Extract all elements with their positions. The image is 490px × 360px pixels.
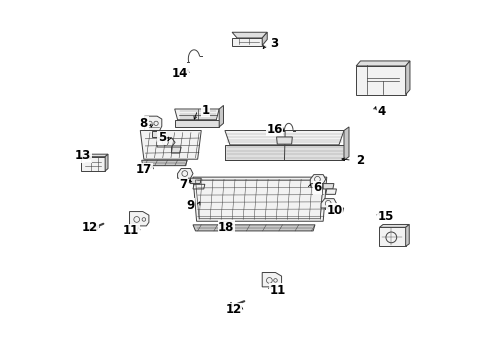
Text: 13: 13: [75, 149, 91, 162]
Polygon shape: [379, 225, 409, 227]
Polygon shape: [356, 66, 406, 95]
Polygon shape: [191, 178, 201, 184]
Polygon shape: [219, 105, 223, 127]
Polygon shape: [145, 116, 162, 131]
Text: 8: 8: [140, 117, 148, 130]
Text: 15: 15: [377, 210, 394, 223]
Text: 11: 11: [123, 224, 139, 238]
Polygon shape: [172, 147, 181, 153]
Text: 10: 10: [326, 204, 343, 217]
Polygon shape: [323, 184, 334, 189]
Polygon shape: [193, 225, 315, 231]
Text: 16: 16: [266, 122, 283, 136]
Polygon shape: [334, 208, 343, 212]
Text: 7: 7: [179, 178, 187, 191]
Polygon shape: [129, 212, 149, 226]
Text: 4: 4: [378, 105, 386, 118]
Polygon shape: [81, 157, 105, 171]
Polygon shape: [379, 227, 406, 246]
Polygon shape: [140, 131, 201, 159]
Polygon shape: [225, 145, 344, 160]
Polygon shape: [157, 138, 175, 147]
Text: 11: 11: [270, 284, 286, 297]
Polygon shape: [177, 168, 193, 178]
Text: 14: 14: [172, 67, 188, 80]
Polygon shape: [142, 160, 187, 166]
Polygon shape: [232, 32, 267, 38]
Text: 1: 1: [201, 104, 210, 117]
Polygon shape: [225, 131, 344, 145]
Polygon shape: [193, 184, 205, 189]
Polygon shape: [310, 175, 326, 184]
Text: 12: 12: [82, 221, 98, 234]
Text: 2: 2: [356, 154, 364, 167]
Polygon shape: [175, 109, 219, 120]
Polygon shape: [321, 199, 337, 208]
Polygon shape: [262, 32, 267, 45]
Text: 5: 5: [158, 131, 166, 144]
Polygon shape: [105, 154, 108, 171]
Polygon shape: [406, 61, 410, 95]
Polygon shape: [193, 177, 327, 221]
Text: 9: 9: [186, 199, 195, 212]
Polygon shape: [175, 120, 219, 127]
Text: 3: 3: [270, 37, 278, 50]
Text: 12: 12: [225, 303, 242, 316]
Polygon shape: [262, 273, 282, 287]
Text: 17: 17: [136, 163, 152, 176]
Polygon shape: [276, 137, 293, 144]
Text: 6: 6: [313, 181, 321, 194]
Polygon shape: [81, 154, 108, 157]
Text: 18: 18: [218, 221, 235, 234]
Polygon shape: [152, 131, 162, 137]
Polygon shape: [406, 225, 409, 246]
Polygon shape: [356, 61, 410, 66]
Polygon shape: [344, 127, 349, 160]
Polygon shape: [232, 38, 262, 45]
Polygon shape: [326, 189, 337, 194]
